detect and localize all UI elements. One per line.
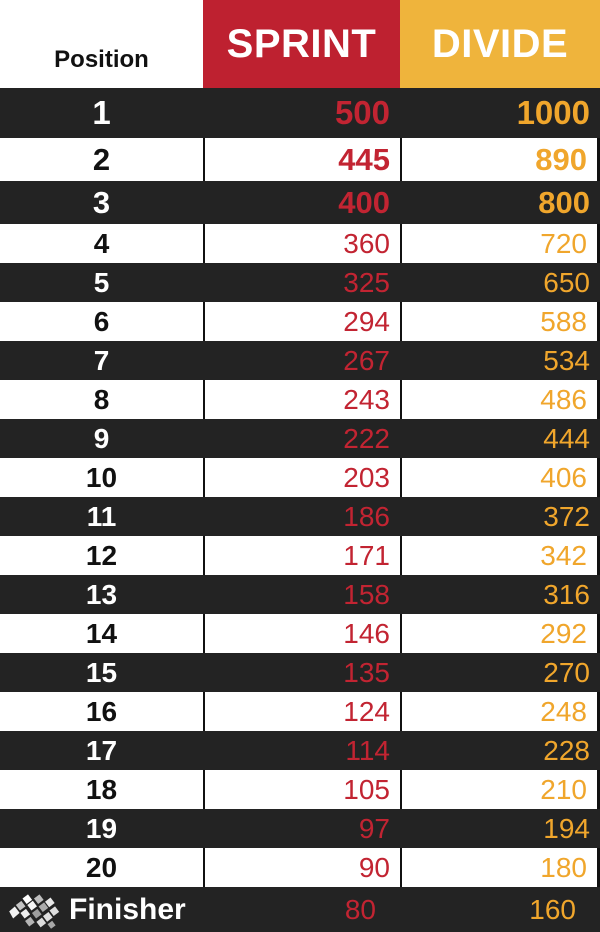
divide-points-cell: 160 [529, 893, 576, 925]
sprint-points-cell: 294 [203, 302, 400, 341]
table-row: 12 171 342 [0, 536, 600, 575]
position-cell: 20 [85, 851, 118, 883]
divide-points-cell: 588 [400, 302, 600, 341]
table-row: 20 90 180 [0, 848, 600, 887]
sprint-points-cell: 171 [203, 536, 400, 575]
position-cell: 9 [93, 422, 110, 454]
divide-points-cell: 650 [543, 266, 590, 298]
finisher-label: Finisher [69, 892, 186, 926]
position-cell: 2 [92, 141, 111, 177]
divide-points-cell: 534 [543, 344, 590, 376]
divide-points-cell: 342 [400, 536, 600, 575]
sprint-points-cell: 135 [343, 656, 390, 688]
position-cell: 6 [93, 305, 110, 337]
divide-points-cell: 292 [400, 614, 600, 653]
table-row: 11 186 372 [0, 497, 600, 536]
finisher-row: Finisher 80 160 [0, 887, 600, 932]
sprint-points-cell: 267 [343, 344, 390, 376]
finisher-label-cell: Finisher [0, 887, 203, 932]
table-row: 4 360 720 [0, 224, 600, 263]
sprint-points-cell: 203 [203, 458, 400, 497]
table-row: 5 325 650 [0, 263, 600, 302]
sprint-points-cell: 186 [343, 500, 390, 532]
position-cell: 4 [93, 227, 110, 259]
sprint-points-cell: 445 [203, 138, 400, 181]
sprint-points-cell: 325 [343, 266, 390, 298]
table-row: 3 400 800 [0, 181, 600, 224]
sprint-column-header: SPRINT [203, 0, 400, 88]
table-row: 6 294 588 [0, 302, 600, 341]
divide-points-cell: 372 [543, 500, 590, 532]
position-cell: 11 [86, 500, 117, 532]
divide-points-cell: 248 [400, 692, 600, 731]
divide-points-cell: 316 [543, 578, 590, 610]
position-cell: 18 [85, 773, 118, 805]
position-cell: 7 [93, 344, 110, 376]
position-cell: 12 [85, 539, 118, 571]
sprint-points-cell: 400 [338, 184, 390, 220]
table-row: 16 124 248 [0, 692, 600, 731]
table-row: 7 267 534 [0, 341, 600, 380]
table-row: 13 158 316 [0, 575, 600, 614]
sprint-points-cell: 80 [344, 893, 376, 925]
position-cell: 10 [85, 461, 118, 493]
position-cell: 3 [92, 184, 111, 220]
table-row: 19 97 194 [0, 809, 600, 848]
table-row: 10 203 406 [0, 458, 600, 497]
sprint-points-cell: 97 [358, 812, 390, 844]
position-cell: 16 [85, 695, 118, 727]
position-cell: 13 [85, 578, 118, 610]
position-cell: 19 [85, 812, 118, 844]
table-row: 15 135 270 [0, 653, 600, 692]
divide-points-cell: 444 [543, 422, 590, 454]
sprint-points-cell: 90 [203, 848, 400, 887]
divide-points-cell: 890 [400, 138, 600, 181]
table-row: 9 222 444 [0, 419, 600, 458]
divide-points-cell: 1000 [516, 94, 590, 131]
sprint-points-cell: 243 [203, 380, 400, 419]
divide-points-cell: 270 [543, 656, 590, 688]
table-row: 14 146 292 [0, 614, 600, 653]
position-column-header: Position [0, 0, 203, 88]
sprint-points-cell: 500 [334, 94, 390, 131]
table-header-row: Position SPRINT DIVIDE [0, 0, 600, 88]
sprint-points-cell: 222 [343, 422, 390, 454]
table-row: 1 500 1000 [0, 88, 600, 138]
sprint-points-cell: 114 [345, 734, 390, 766]
divide-points-cell: 228 [543, 734, 590, 766]
position-cell: 5 [93, 266, 110, 298]
divide-points-cell: 720 [400, 224, 600, 263]
position-cell: 1 [92, 94, 111, 131]
divide-column-header: DIVIDE [400, 0, 600, 88]
sprint-points-cell: 146 [203, 614, 400, 653]
sprint-points-cell: 124 [203, 692, 400, 731]
position-cell: 15 [85, 656, 118, 688]
checkered-flag-icon [8, 890, 60, 930]
position-cell: 8 [93, 383, 110, 415]
position-cell: 14 [85, 617, 118, 649]
divide-points-cell: 180 [400, 848, 600, 887]
divide-points-cell: 486 [400, 380, 600, 419]
divide-points-cell: 194 [543, 812, 590, 844]
sprint-points-cell: 360 [203, 224, 400, 263]
divide-points-cell: 800 [538, 184, 590, 220]
table-row: 18 105 210 [0, 770, 600, 809]
table-row: 17 114 228 [0, 731, 600, 770]
table-row: 8 243 486 [0, 380, 600, 419]
table-row: 2 445 890 [0, 138, 600, 181]
divide-points-cell: 406 [400, 458, 600, 497]
position-cell: 17 [85, 734, 118, 766]
sprint-points-cell: 158 [343, 578, 390, 610]
sprint-points-cell: 105 [203, 770, 400, 809]
divide-points-cell: 210 [400, 770, 600, 809]
